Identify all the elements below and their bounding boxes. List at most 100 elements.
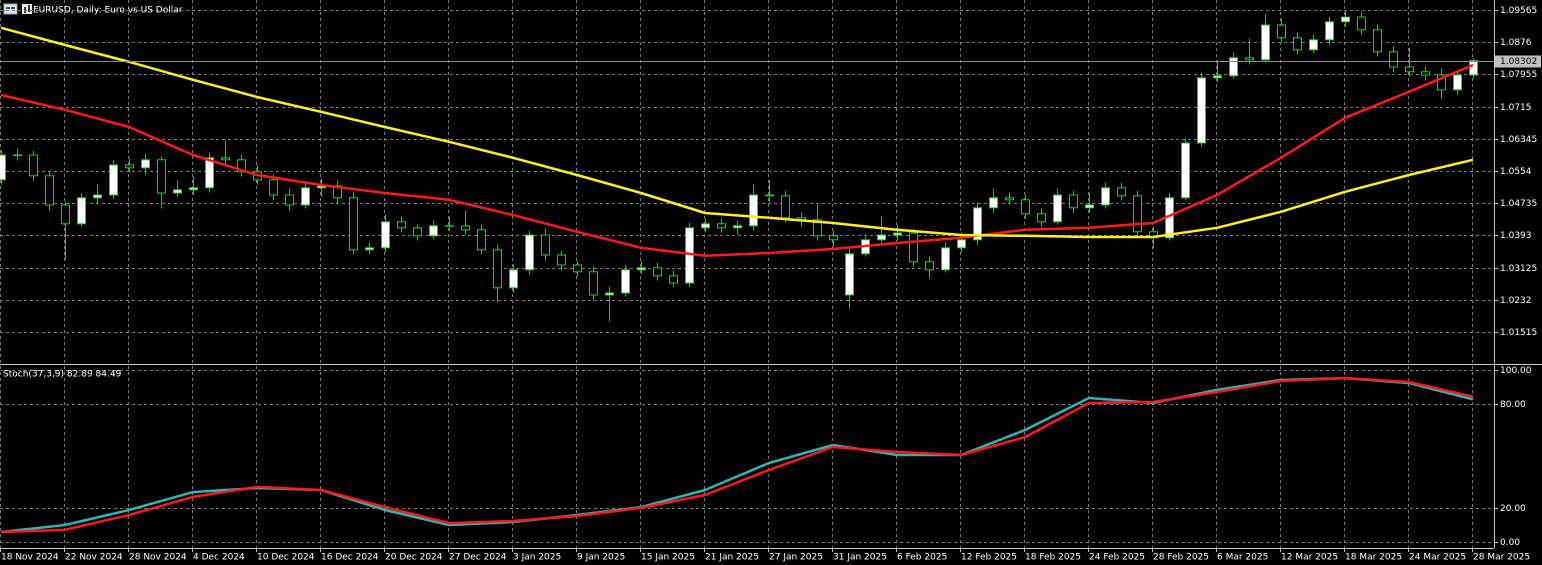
x-tick-label: 24 Feb 2025	[1089, 553, 1145, 563]
candle-body	[573, 264, 582, 273]
x-tick-label: 28 Feb 2025	[1153, 553, 1209, 563]
x-tick-label: 10 Dec 2024	[257, 553, 315, 563]
y-tick-label: 0.00	[1500, 538, 1520, 548]
x-tick-label: 16 Dec 2024	[321, 553, 379, 563]
candle-body	[1389, 51, 1398, 68]
candle-body	[973, 207, 982, 241]
candle-body	[1373, 29, 1382, 53]
candle-body	[333, 185, 342, 199]
marks	[0, 10, 1494, 534]
indicator-line	[0, 63, 1474, 258]
x-tick-label: 15 Jan 2025	[641, 553, 695, 563]
candle-body	[717, 223, 726, 229]
candle-body	[813, 219, 822, 237]
candle-body	[669, 275, 678, 284]
candle-body	[605, 292, 614, 296]
candle-body	[29, 154, 38, 177]
candle-body	[781, 195, 790, 219]
x-tick-label: 6 Feb 2025	[897, 553, 947, 563]
window-icon	[3, 3, 18, 15]
candle-body	[941, 247, 950, 271]
candle-body	[925, 261, 934, 271]
candle-body	[1021, 199, 1030, 215]
candle-body	[621, 269, 630, 294]
x-tick-label: 21 Jan 2025	[705, 553, 759, 563]
x-tick-label: 27 Jan 2025	[769, 553, 823, 563]
y-tick-label: 1.01515	[1500, 328, 1537, 338]
x-tick-label: 3 Jan 2025	[513, 553, 561, 563]
candle-body	[1069, 194, 1078, 209]
candle-body	[1197, 77, 1206, 144]
candle-body	[1453, 74, 1462, 91]
candle-body	[381, 221, 390, 249]
candle-body	[877, 234, 886, 241]
candle-body	[1277, 24, 1286, 39]
candle-body	[957, 239, 966, 249]
candle-body	[557, 254, 566, 266]
candle-body	[893, 232, 902, 236]
x-tick-label: 18 Mar 2025	[1345, 553, 1402, 563]
chart-title: EURUSD, Daily: Euro vs US Dollar	[33, 6, 183, 16]
candle-body	[301, 187, 310, 206]
candle-body	[1421, 71, 1430, 76]
candle-body	[445, 225, 454, 227]
x-tick-label: 12 Feb 2025	[961, 553, 1017, 563]
candle-body	[93, 194, 102, 199]
y-tick-label: 1.0554	[1500, 167, 1532, 177]
candle-body	[733, 225, 742, 229]
indicator-line	[0, 26, 1474, 239]
candle-body	[125, 164, 134, 169]
y-tick-label: 80.00	[1500, 400, 1526, 410]
candle-body	[141, 159, 150, 169]
chart-icon-part	[28, 5, 30, 12]
candle-body	[221, 157, 230, 161]
x-tick-label: 4 Dec 2024	[193, 553, 245, 563]
candle-body	[1261, 24, 1270, 61]
candle-body	[173, 189, 182, 194]
y-tick-label: 1.0876	[1500, 38, 1532, 48]
x-tick-label: 24 Mar 2025	[1409, 553, 1466, 563]
x-tick-label: 20 Dec 2024	[385, 553, 443, 563]
candle-body	[509, 269, 518, 289]
x-tick-label: 27 Dec 2024	[449, 553, 507, 563]
candle-body	[157, 159, 166, 194]
candle-body	[909, 232, 918, 263]
y-tick-label: 1.09565	[1500, 6, 1537, 16]
candle-body	[461, 225, 470, 231]
candle-body	[829, 235, 838, 241]
y-tick-label: 1.0232	[1500, 296, 1532, 306]
candle-body	[1181, 142, 1190, 199]
x-tick-label: 12 Mar 2025	[1281, 553, 1338, 563]
candle-body	[1325, 21, 1334, 41]
x-tick-label: 28 Mar 2025	[1473, 553, 1530, 563]
y-tick-label: 1.04735	[1500, 199, 1537, 209]
candle-body	[1293, 37, 1302, 51]
x-tick-label: 28 Nov 2024	[129, 553, 187, 563]
candle-body	[1357, 16, 1366, 31]
y-tick-label: 1.06345	[1500, 135, 1537, 145]
candle-body	[701, 223, 710, 229]
y-tick-label: 20.00	[1500, 504, 1526, 514]
candle-body	[493, 249, 502, 289]
candle-body	[589, 271, 598, 296]
candle-body	[1245, 57, 1254, 61]
candle-body	[189, 187, 198, 191]
candle-body	[1309, 39, 1318, 51]
candle-body	[1053, 194, 1062, 223]
candle-body	[1133, 195, 1142, 233]
window-icon-part	[11, 7, 15, 9]
candle-body	[269, 179, 278, 196]
candle-body	[285, 194, 294, 206]
candle-body	[1037, 213, 1046, 223]
candle-body	[637, 267, 646, 271]
y-tick-label: 1.0393	[1500, 231, 1532, 241]
candle-body	[429, 225, 438, 237]
y-tick-label: 100.00	[1500, 366, 1532, 376]
x-tick-label: 9 Jan 2025	[577, 553, 625, 563]
candle-body	[237, 159, 246, 173]
candle-body	[653, 267, 662, 277]
candle-body	[541, 234, 550, 256]
candle-body	[1341, 16, 1350, 23]
